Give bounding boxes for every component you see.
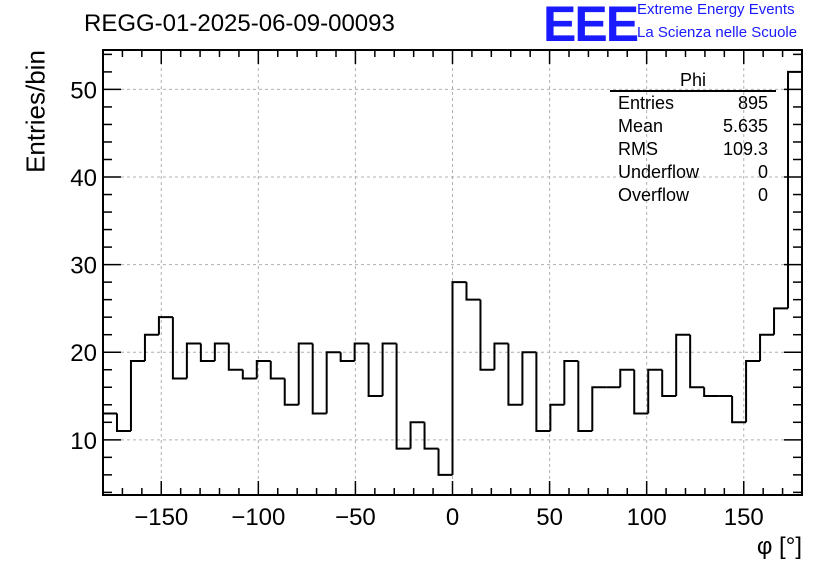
histogram-bin bbox=[115, 413, 131, 433]
histogram-bin bbox=[619, 368, 635, 388]
x-tick-label: −100 bbox=[231, 504, 285, 531]
histogram-bin bbox=[493, 342, 509, 370]
histogram-bin bbox=[423, 422, 439, 450]
y-tick-label: 30 bbox=[70, 253, 97, 280]
stats-title: Phi bbox=[610, 70, 776, 92]
plot-title: REGG-01-2025-06-09-00093 bbox=[84, 10, 395, 37]
histogram-bin bbox=[759, 333, 775, 361]
histogram-bin bbox=[129, 359, 145, 432]
x-tick-label: −150 bbox=[134, 504, 188, 531]
x-axis-label: φ [°] bbox=[756, 533, 802, 560]
axis-ticks bbox=[103, 50, 802, 495]
histogram-bin bbox=[507, 343, 523, 406]
histogram-bins bbox=[102, 70, 803, 495]
logo-tagline-2: La Scienza nelle Scuole bbox=[637, 24, 798, 41]
stats-value: 5.635 bbox=[722, 116, 768, 136]
histogram-bin bbox=[227, 343, 243, 371]
histogram-bin bbox=[675, 333, 691, 397]
stats-label: Overflow bbox=[618, 185, 690, 205]
histogram-bin bbox=[143, 333, 159, 361]
histogram-bin bbox=[451, 281, 467, 475]
histogram-bin bbox=[563, 359, 579, 405]
histogram-bin bbox=[199, 343, 215, 362]
histogram-bin bbox=[535, 352, 551, 433]
histogram-bin bbox=[633, 369, 649, 415]
x-tick-label: 100 bbox=[627, 504, 667, 531]
y-tick-label: 20 bbox=[70, 340, 97, 367]
tick-labels: −150 −100 −50 0 50 100 150 10 20 30 40 50 bbox=[70, 77, 763, 531]
stats-value: 895 bbox=[737, 93, 768, 113]
histogram-bin bbox=[325, 351, 341, 414]
stats-row: RMS 109.3 bbox=[610, 138, 776, 161]
y-tick-label: 10 bbox=[70, 428, 97, 455]
histogram-bin bbox=[465, 282, 481, 301]
histogram-bin bbox=[731, 396, 747, 424]
histogram-bin bbox=[745, 359, 761, 423]
eee-logo: EEE bbox=[543, 0, 639, 52]
histogram-bin bbox=[577, 360, 593, 433]
histogram-bin bbox=[213, 342, 229, 361]
histogram-bin bbox=[479, 299, 495, 371]
stats-row: Mean 5.635 bbox=[610, 115, 776, 138]
logo-tagline-1: Extreme Energy Events bbox=[637, 1, 795, 18]
histogram-bin bbox=[241, 369, 257, 380]
x-tick-label: 0 bbox=[446, 504, 459, 531]
histogram-bin bbox=[689, 334, 705, 389]
histogram-bin bbox=[255, 359, 271, 379]
histogram-bin bbox=[102, 412, 117, 495]
histogram-bin bbox=[339, 352, 355, 362]
histogram-bin bbox=[787, 70, 803, 495]
stats-row: Underflow 0 bbox=[610, 161, 776, 184]
histogram-bin bbox=[297, 342, 313, 405]
histogram-bin bbox=[283, 378, 299, 406]
stats-value: 0 bbox=[757, 185, 768, 205]
y-axis-label: Entries/bin bbox=[20, 50, 51, 173]
histogram-bin bbox=[157, 316, 173, 335]
histogram-bin bbox=[269, 360, 285, 380]
histogram-bin bbox=[647, 368, 663, 414]
stats-value: 109.3 bbox=[722, 139, 768, 159]
stats-label: Underflow bbox=[618, 162, 700, 182]
histogram-bin bbox=[381, 342, 397, 397]
histogram-bin bbox=[773, 307, 789, 335]
histogram-bin bbox=[703, 387, 719, 398]
histogram-bin bbox=[591, 386, 607, 432]
stats-label: Mean bbox=[618, 116, 664, 136]
histogram-bin bbox=[311, 343, 327, 415]
histogram-bin bbox=[185, 342, 201, 379]
histogram-bin bbox=[409, 421, 425, 449]
histogram-bin bbox=[661, 369, 677, 398]
y-tick-label: 40 bbox=[70, 165, 97, 192]
histogram-bin bbox=[353, 342, 369, 361]
stats-label: RMS bbox=[618, 139, 658, 159]
stats-value: 0 bbox=[757, 162, 768, 182]
histogram-bin bbox=[171, 317, 187, 380]
histogram-bin bbox=[521, 351, 537, 405]
stats-row: Overflow 0 bbox=[610, 184, 776, 207]
x-tick-label: 150 bbox=[724, 504, 764, 531]
stats-box: Phi Entries 895 Mean 5.635 RMS 109.3 Und… bbox=[610, 70, 776, 207]
histogram-bin bbox=[395, 343, 411, 450]
stats-label: Entries bbox=[618, 93, 675, 113]
x-tick-label: 50 bbox=[536, 504, 563, 531]
y-tick-label: 50 bbox=[70, 77, 97, 104]
x-tick-label: −50 bbox=[335, 504, 376, 531]
histogram-bin bbox=[367, 343, 383, 398]
histogram-bin bbox=[437, 448, 453, 476]
stats-row: Entries 895 bbox=[610, 92, 776, 115]
histogram-bin bbox=[549, 403, 565, 432]
